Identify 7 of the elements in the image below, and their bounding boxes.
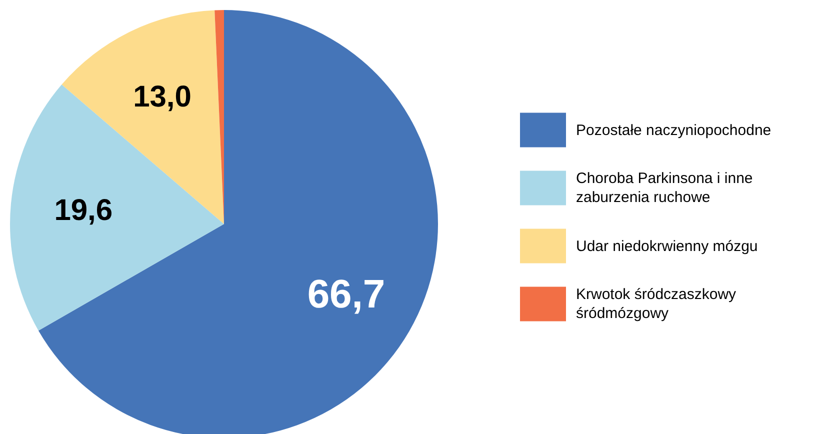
legend-label: Krwotok śródczaszkowy śródmózgowy	[576, 285, 738, 324]
data-label: 19,6	[54, 194, 113, 228]
legend-label: Udar niedokrwienny mózgu	[576, 236, 759, 256]
legend-label: Pozostałe naczyniopochodne	[576, 120, 772, 140]
legend-label: Choroba Parkinsona i inne zaburzenia ruchowe	[576, 169, 754, 208]
data-label: 66,7	[307, 272, 386, 317]
data-label: 13,0	[133, 80, 192, 114]
